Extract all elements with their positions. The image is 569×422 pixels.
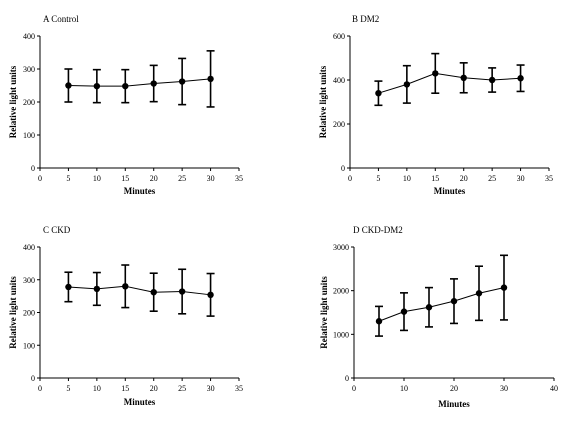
y-tick-label: 400 — [23, 243, 35, 252]
y-axis-label: Relative light units — [318, 65, 328, 138]
data-point — [122, 283, 129, 290]
x-tick-label: 40 — [550, 384, 558, 393]
y-axis-label: Relative light units — [8, 276, 18, 349]
y-tick-label: 0 — [345, 374, 349, 383]
x-tick-label: 10 — [93, 384, 101, 393]
x-tick-label: 15 — [121, 384, 129, 393]
x-tick-label: 35 — [235, 174, 243, 183]
y-tick-label: 200 — [23, 98, 35, 107]
chart-panel-2: B DM2 0 200 400 600 0 5 10 15 20 25 30 35 Minutes Rela… — [318, 14, 553, 196]
x-tick-label: 0 — [38, 384, 42, 393]
x-tick-label: 35 — [545, 174, 553, 183]
y-tick-label: 300 — [23, 276, 35, 285]
x-tick-label: 20 — [450, 384, 458, 393]
y-axis-label: Relative light units — [8, 65, 18, 138]
y-tick-label: 200 — [23, 309, 35, 318]
data-point — [460, 74, 467, 82]
data-point — [178, 78, 186, 85]
data-point — [432, 70, 439, 77]
x-tick-label: 30 — [207, 174, 215, 183]
y-tick-label: 100 — [23, 131, 35, 140]
x-axis-label: Minutes — [124, 397, 156, 407]
data-point — [93, 285, 101, 293]
data-point — [65, 82, 72, 89]
y-axis-label: Relative light units — [319, 276, 329, 349]
data-point — [400, 308, 408, 315]
x-tick-label: 35 — [235, 384, 243, 393]
y-tick-label: 400 — [333, 76, 345, 85]
data-point — [375, 90, 382, 97]
data-point — [150, 80, 157, 87]
data-point — [375, 318, 383, 325]
x-tick-label: 25 — [178, 174, 186, 183]
panel-title: D CKD-DM2 — [353, 225, 403, 235]
data-point — [500, 284, 508, 291]
y-tick-label: 2000 — [333, 287, 349, 296]
y-tick-label: 600 — [333, 32, 345, 41]
x-tick-label: 15 — [431, 174, 439, 183]
y-tick-label: 0 — [31, 374, 35, 383]
chart-panel-1: A Control 0 100 200 300 400 0 5 10 15 20 25 30 35 Minu… — [8, 14, 243, 196]
x-axis-label: Minutes — [438, 399, 470, 409]
panel-title: A Control — [43, 14, 79, 24]
y-tick-label: 300 — [23, 65, 35, 74]
x-tick-label: 30 — [517, 174, 525, 183]
y-tick-label: 200 — [333, 120, 345, 129]
x-tick-label: 20 — [460, 174, 468, 183]
x-tick-label: 30 — [207, 384, 215, 393]
data-point — [517, 75, 524, 82]
panel-title: C CKD — [43, 225, 71, 235]
data-point — [425, 304, 433, 311]
x-tick-label: 20 — [150, 384, 158, 393]
y-tick-label: 100 — [23, 341, 35, 350]
x-axis-label: Minutes — [124, 186, 156, 196]
x-tick-label: 0 — [352, 384, 356, 393]
chart-panel-3: C CKD 0 100 200 300 400 0 5 10 15 20 25 30 35 Minutes R… — [8, 225, 243, 407]
series-line — [68, 78, 211, 87]
y-tick-label: 3000 — [333, 243, 349, 252]
x-tick-label: 10 — [93, 174, 101, 183]
x-tick-label: 5 — [66, 384, 70, 393]
data-point — [207, 291, 214, 299]
x-tick-label: 0 — [348, 174, 352, 183]
x-tick-label: 5 — [376, 174, 380, 183]
data-point — [65, 283, 72, 291]
x-tick-label: 20 — [150, 174, 158, 183]
panel-title: B DM2 — [352, 14, 379, 24]
data-point — [122, 82, 129, 90]
data-point — [450, 297, 458, 305]
chart-panel-4: D CKD-DM2 0 1000 2000 3000 0 10 20 30 40 Minutes Re… — [319, 225, 558, 409]
series-line — [378, 72, 521, 94]
x-tick-label: 5 — [66, 174, 70, 183]
data-point — [403, 81, 411, 88]
data-point — [150, 288, 157, 296]
x-tick-label: 25 — [178, 384, 186, 393]
x-tick-label: 30 — [500, 384, 508, 393]
x-tick-label: 0 — [38, 174, 42, 183]
y-tick-label: 1000 — [333, 330, 349, 339]
x-tick-label: 15 — [121, 174, 129, 183]
y-tick-label: 0 — [341, 164, 345, 173]
y-tick-label: 0 — [31, 164, 35, 173]
data-point — [178, 288, 186, 295]
series-line — [68, 285, 211, 296]
x-tick-label: 25 — [488, 174, 496, 183]
x-tick-label: 10 — [400, 384, 408, 393]
y-tick-label: 400 — [23, 32, 35, 41]
data-point — [488, 76, 496, 84]
data-point — [207, 75, 214, 83]
x-tick-label: 10 — [403, 174, 411, 183]
series-line — [378, 287, 505, 322]
x-axis-label: Minutes — [434, 186, 466, 196]
data-point — [475, 290, 483, 297]
data-point — [93, 82, 101, 90]
